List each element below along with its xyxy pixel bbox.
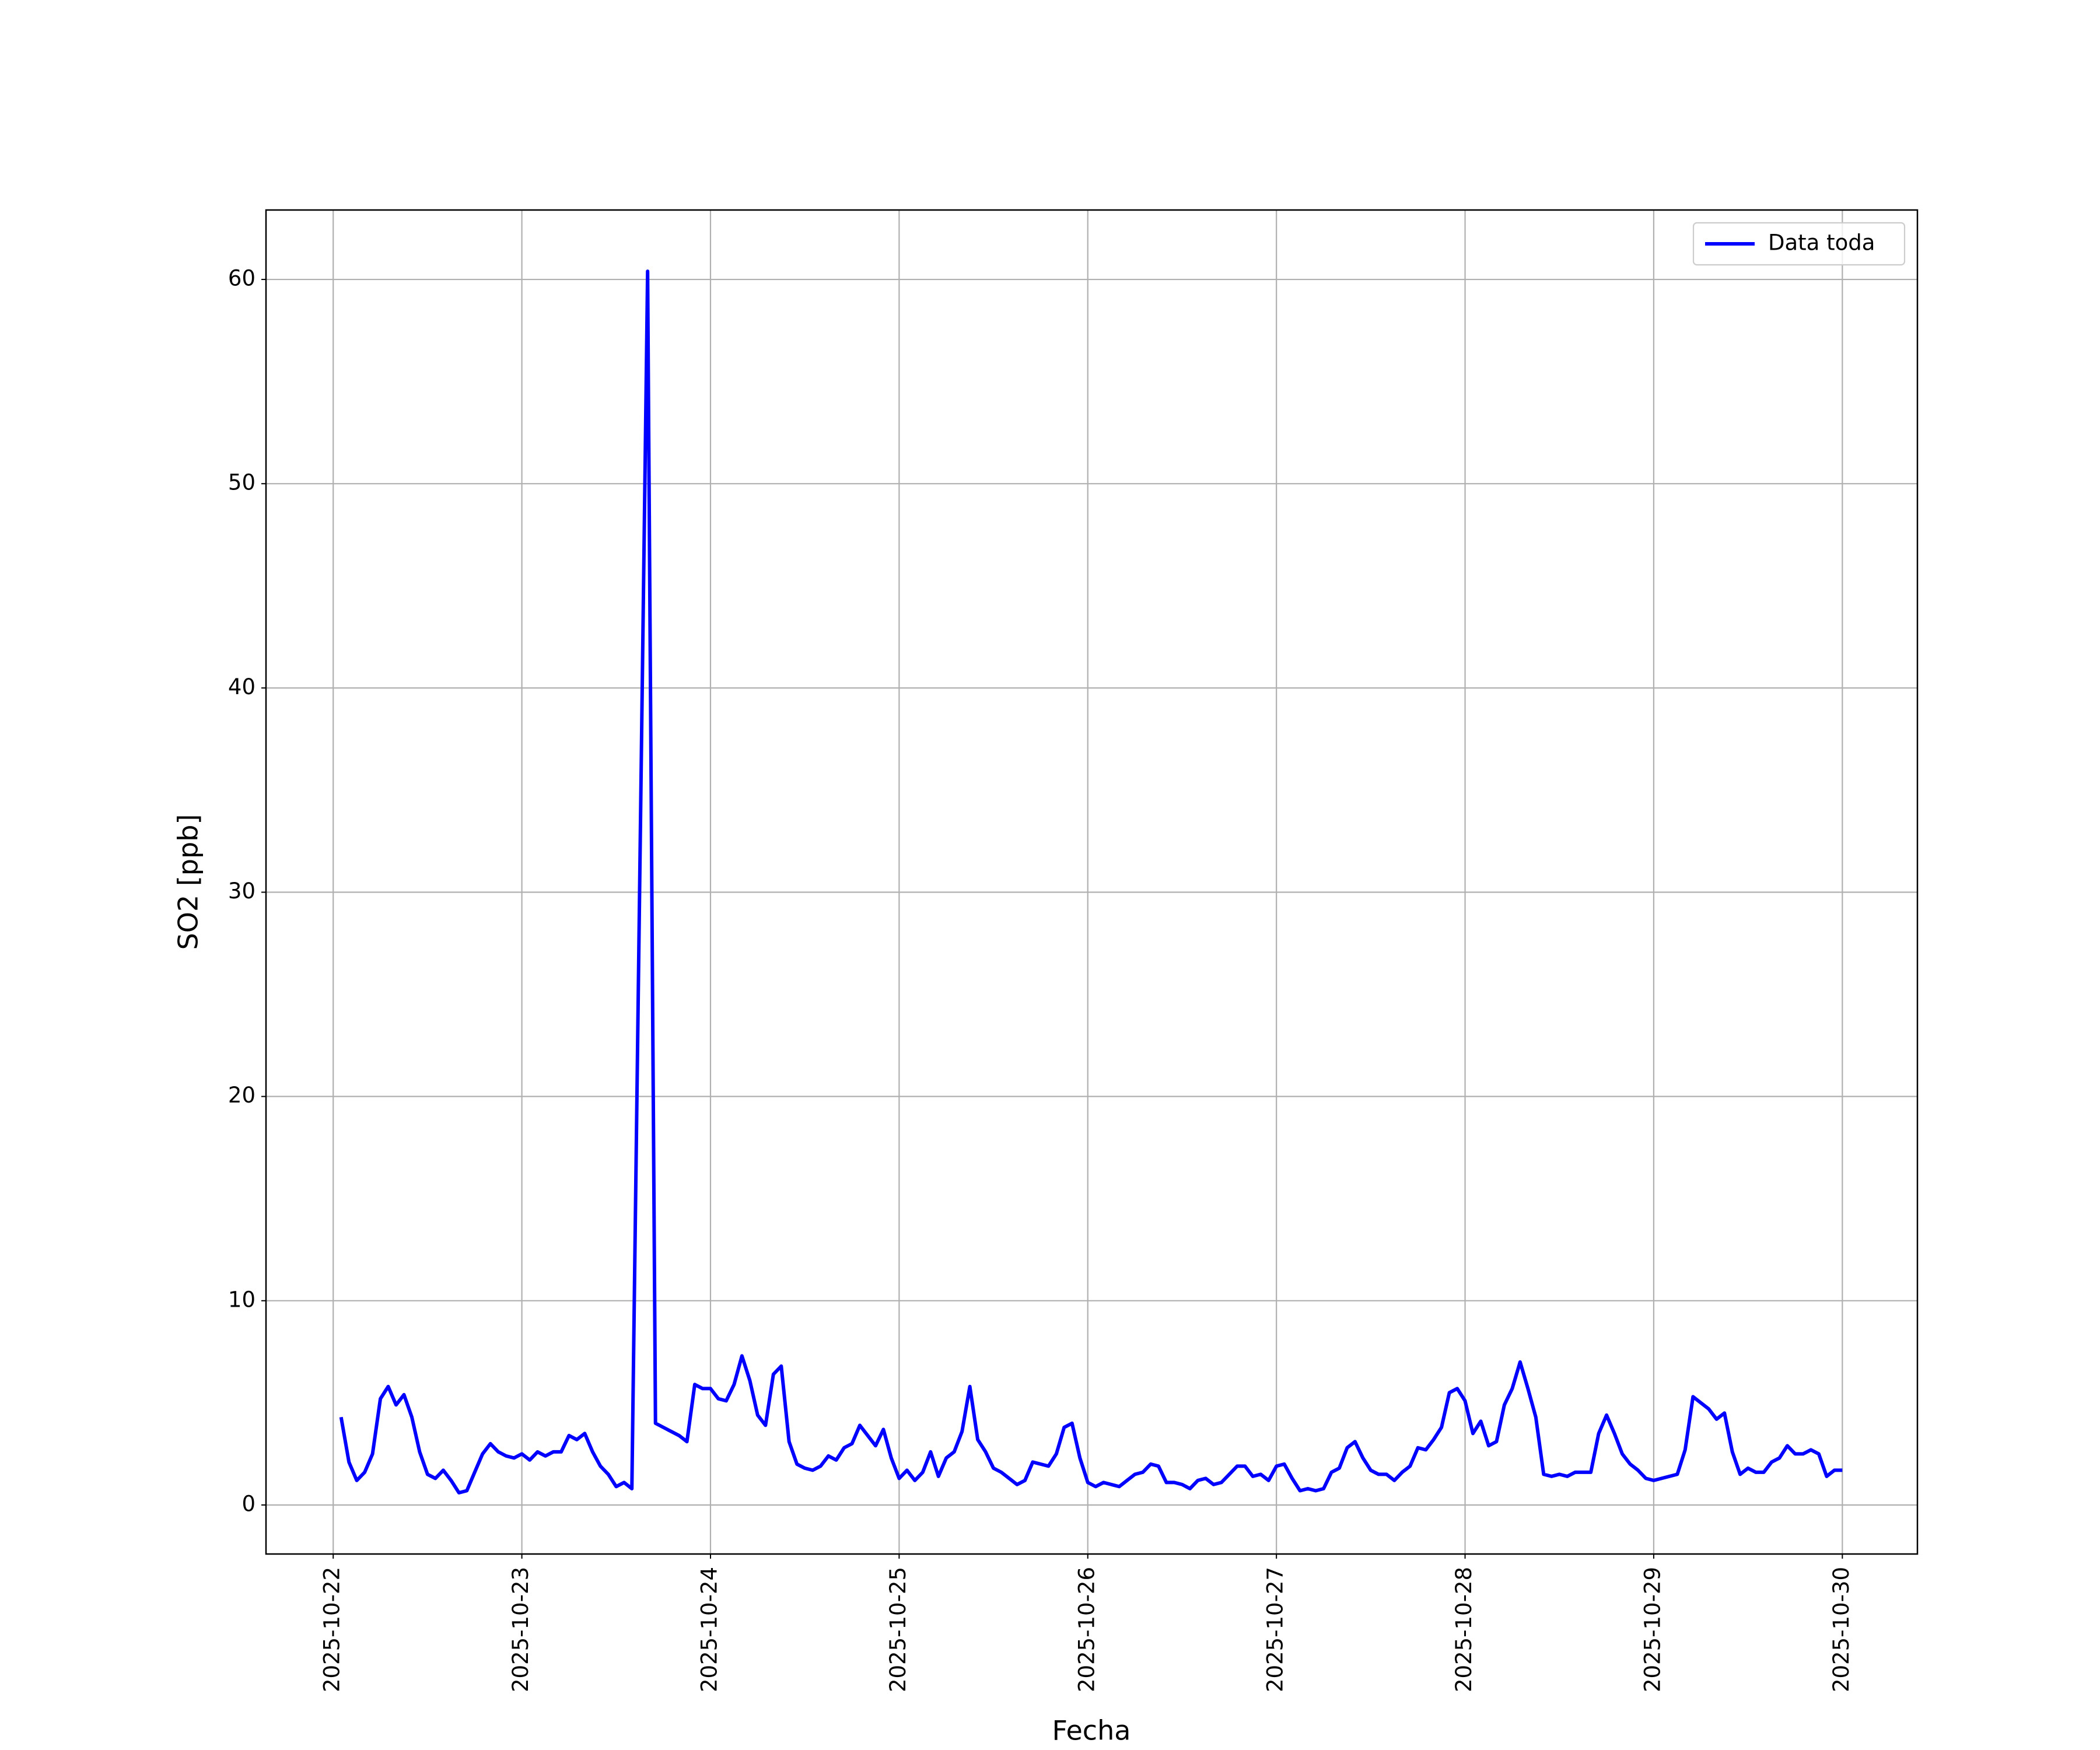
x-tick-label: 2025-10-23 (508, 1567, 533, 1692)
x-tick-label: 2025-10-28 (1451, 1567, 1476, 1692)
data-line (339, 270, 1843, 1494)
y-tick-label: 50 (228, 470, 256, 495)
x-axis-label: Fecha (1052, 1715, 1131, 1746)
x-tick-label: 2025-10-27 (1263, 1567, 1288, 1692)
x-tick-label: 2025-10-30 (1829, 1567, 1854, 1692)
y-tick-label: 30 (228, 878, 256, 904)
x-tick-label: 2025-10-22 (320, 1567, 345, 1692)
legend-label: Data toda (1768, 230, 1875, 256)
x-tick-label: 2025-10-25 (886, 1567, 911, 1692)
plot-frame (265, 209, 1919, 1555)
y-tick-label: 0 (242, 1491, 256, 1516)
legend-box (1692, 222, 1906, 266)
y-axis-label: SO2 [ppb] (173, 814, 204, 950)
y-tick-label: 20 (228, 1083, 256, 1108)
y-tick-label: 40 (228, 674, 256, 699)
x-tick-label: 2025-10-29 (1640, 1567, 1665, 1692)
x-tick-label: 2025-10-26 (1074, 1567, 1099, 1692)
x-tick-label: 2025-10-24 (696, 1567, 722, 1692)
y-tick-label: 10 (228, 1287, 256, 1312)
y-tick-label: 60 (228, 266, 256, 291)
